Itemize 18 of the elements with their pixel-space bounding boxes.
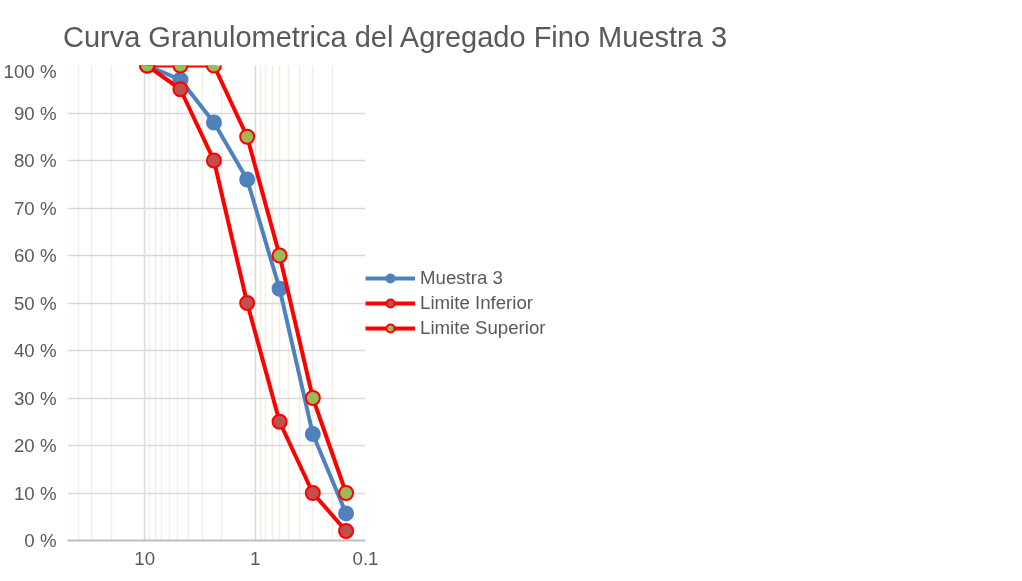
y-tick-label: 20 % [13,435,57,456]
y-tick-label: 30 % [13,387,57,409]
y-tick-label: 0 % [24,530,57,551]
x-tick-label: 1 [249,547,261,569]
y-tick-label: 60 % [13,245,57,266]
y-tick-label: 10 % [13,482,57,504]
legend-label: Limite Inferior [420,291,534,314]
legend-label: Limite Superior [420,316,547,339]
x-tick-label: 10 [134,547,156,569]
y-tick-label: 50 % [13,292,57,314]
y-tick-label: 70 % [13,197,57,219]
x-tick-label: 0.1 [352,547,379,569]
y-tick-label: 100 % [3,60,57,82]
y-tick-label: 90 % [13,102,57,124]
y-tick-label: 80 % [13,150,57,171]
y-tick-label: 40 % [13,340,57,361]
chart-title: Curva Granulometrica del Agregado Fino Muestra 3 [62,20,728,55]
legend-label: Muestra 3 [420,266,504,289]
